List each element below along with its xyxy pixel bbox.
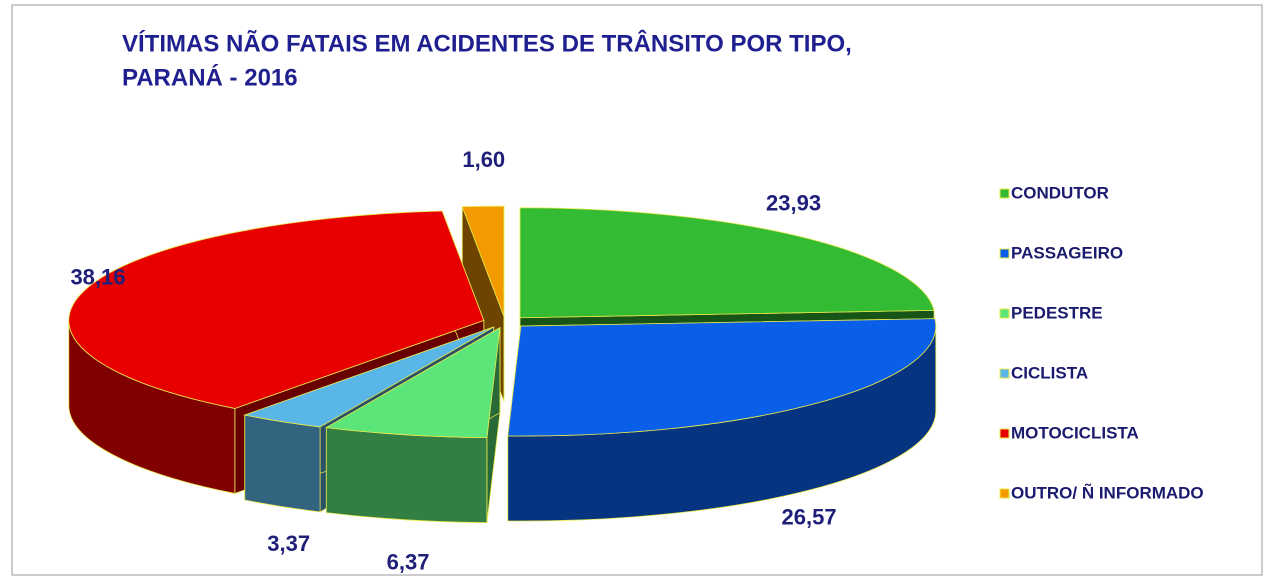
- slice-wall: [325, 427, 488, 524]
- data-label: 26,57: [782, 504, 837, 529]
- legend-label: PEDESTRE: [1011, 303, 1103, 322]
- data-label: 38,16: [70, 265, 125, 290]
- slice: [68, 210, 485, 409]
- legend-label: MOTOCICLISTA: [1011, 423, 1139, 442]
- chart-title: VÍTIMAS NÃO FATAIS EM ACIDENTES DE TRÂNS…: [122, 29, 852, 57]
- slice-wall: [244, 414, 321, 513]
- data-label: 1,60: [462, 147, 505, 172]
- data-label: 23,93: [766, 190, 821, 215]
- legend-swatch: [999, 188, 1010, 199]
- legend-label: OUTRO/ Ñ INFORMADO: [1011, 482, 1204, 502]
- data-label: 6,37: [387, 549, 430, 574]
- legend-swatch: [999, 368, 1010, 379]
- slice: [461, 205, 505, 317]
- legend-label: CICLISTA: [1011, 363, 1088, 382]
- slice: [325, 326, 501, 439]
- legend-swatch: [999, 488, 1010, 499]
- chart-title: PARANÁ - 2016: [122, 63, 298, 91]
- legend-swatch: [999, 428, 1010, 439]
- slice: [243, 326, 494, 428]
- legend-swatch: [999, 248, 1010, 259]
- legend-swatch: [999, 308, 1010, 319]
- legend-label: CONDUTOR: [1011, 183, 1109, 202]
- legend-label: PASSAGEIRO: [1011, 243, 1123, 262]
- data-label: 3,37: [267, 531, 310, 556]
- slice: [507, 318, 937, 437]
- slice: [519, 207, 935, 319]
